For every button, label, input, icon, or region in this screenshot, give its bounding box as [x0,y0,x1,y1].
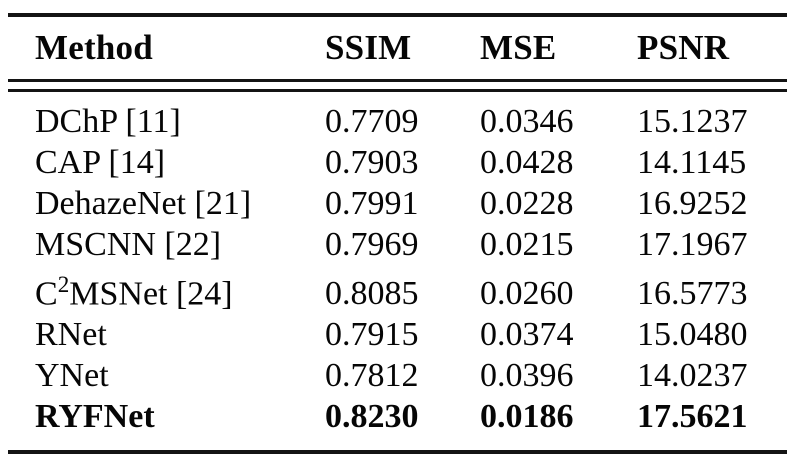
mse-cell: 0.0396 [480,357,574,395]
ssim-cell: 0.7903 [325,144,419,181]
psnr-cell: 15.1237 [637,103,748,140]
column-header-method: Method [35,28,153,67]
table-row: MSCNN [22] 0.7969 0.0215 17.1967 [35,224,787,265]
mse-cell: 0.0215 [480,226,574,263]
mse-cell: 0.0346 [480,103,574,140]
psnr-cell: 14.1145 [637,144,747,181]
table-row: DehazeNet [21] 0.7991 0.0228 16.9252 [35,183,787,224]
psnr-cell: 16.9252 [637,185,748,222]
method-cell: YNet [35,357,109,395]
method-cell: MSCNN [22] [35,226,222,263]
ssim-cell: 0.7709 [325,103,419,140]
table-row: YNet 0.7812 0.0396 14.0237 [35,355,787,396]
psnr-cell: 16.5773 [637,275,748,313]
psnr-cell: 17.5621 [637,398,748,436]
psnr-cell: 15.0480 [637,316,748,354]
mse-cell: 0.0228 [480,185,574,222]
table-row: DChP [11] 0.7709 0.0346 15.1237 [35,101,787,142]
header-double-rule [8,79,787,92]
table-row: C2MSNet [24] 0.8085 0.0260 16.5773 [35,265,787,314]
ssim-cell: 0.7812 [325,357,419,395]
results-table: Method SSIM MSE PSNR DChP [11] 0.7709 0.… [8,13,787,455]
superscript-2: 2 [57,272,70,298]
table-row: CAP [14] 0.7903 0.0428 14.1145 [35,142,787,183]
method-cell: DehazeNet [21] [35,185,252,222]
table-row-best: RYFNet 0.8230 0.0186 17.5621 [35,396,787,437]
mse-cell: 0.0428 [480,144,574,181]
table-header-row: Method SSIM MSE PSNR [8,17,787,79]
ssim-cell: 0.7969 [325,226,419,263]
ssim-cell: 0.8230 [325,398,419,436]
psnr-cell: 14.0237 [637,357,748,395]
psnr-cell: 17.1967 [637,226,748,263]
method-cell: CAP [14] [35,144,166,181]
table-body: DChP [11] 0.7709 0.0346 15.1237 CAP [14]… [8,92,787,450]
method-cell: DChP [11] [35,103,181,140]
mse-cell: 0.0260 [480,275,574,313]
column-header-ssim: SSIM [325,28,412,67]
method-cell: RYFNet [35,398,155,436]
column-header-mse: MSE [480,28,557,67]
ssim-cell: 0.7915 [325,316,419,354]
ssim-cell: 0.7991 [325,185,419,222]
mse-cell: 0.0374 [480,316,574,354]
mse-cell: 0.0186 [480,398,574,436]
table-row: RNet 0.7915 0.0374 15.0480 [35,314,787,355]
method-cell: C2MSNet [24] [35,272,233,313]
ssim-cell: 0.8085 [325,275,419,313]
method-cell: RNet [35,316,107,354]
column-header-psnr: PSNR [637,28,730,67]
